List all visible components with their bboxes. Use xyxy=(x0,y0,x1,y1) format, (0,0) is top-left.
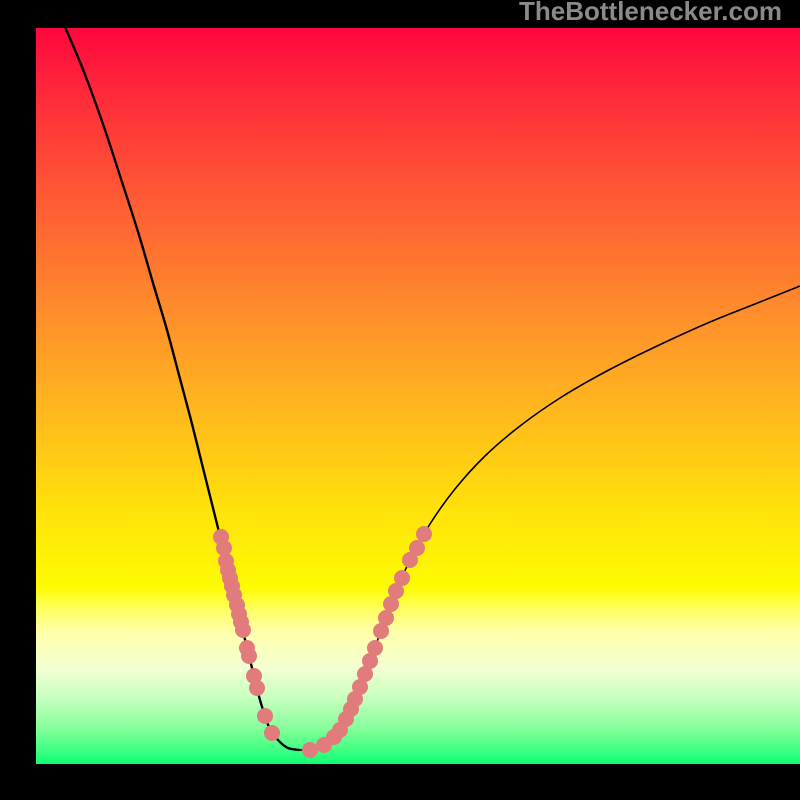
bottleneck-chart xyxy=(0,0,800,800)
gpu-dot xyxy=(241,648,257,664)
watermark: TheBottlenecker.com xyxy=(519,0,782,27)
gpu-dot xyxy=(264,725,280,741)
gpu-dot xyxy=(249,680,265,696)
gpu-dot xyxy=(416,526,432,542)
gpu-dot xyxy=(235,622,251,638)
gpu-dot xyxy=(378,610,394,626)
gpu-dot xyxy=(257,708,273,724)
gpu-dot xyxy=(394,570,410,586)
gpu-dot xyxy=(409,540,425,556)
plot-background xyxy=(36,28,800,764)
gpu-dot xyxy=(367,640,383,656)
gpu-dot xyxy=(302,742,318,758)
